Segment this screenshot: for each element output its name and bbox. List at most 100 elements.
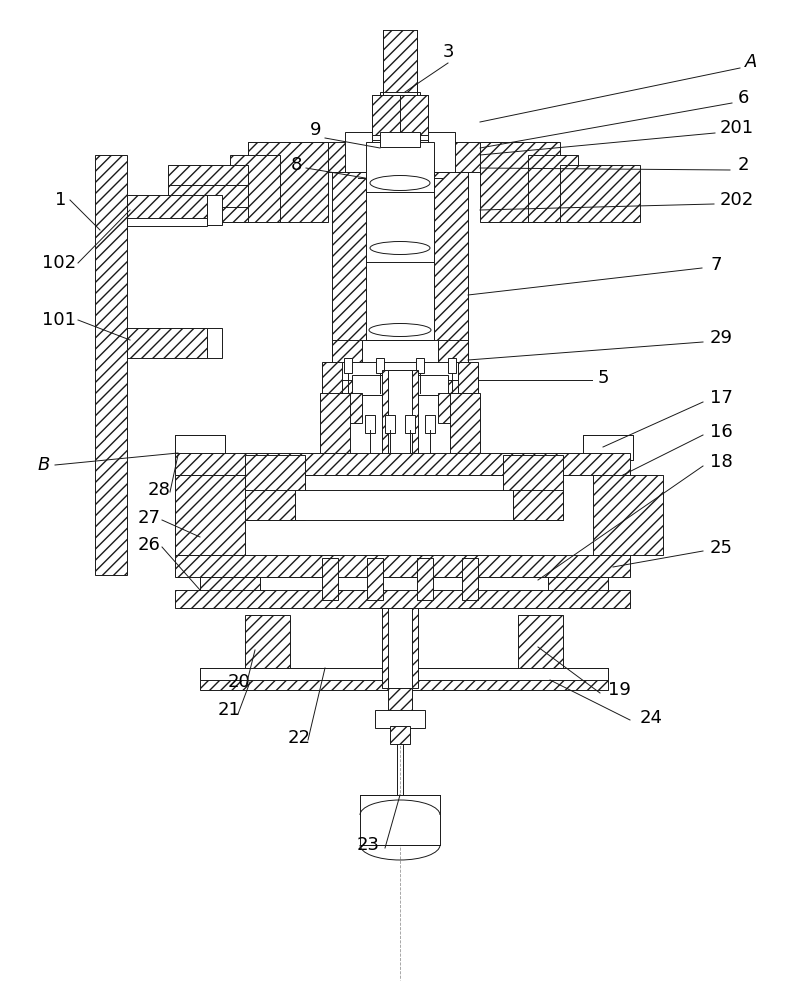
Bar (200, 668, 608, 690)
Bar (260, 577, 548, 602)
Bar (342, 362, 458, 380)
Bar (127, 218, 207, 226)
Text: 8: 8 (290, 156, 302, 174)
Text: 7: 7 (710, 256, 722, 274)
Text: 22: 22 (288, 729, 311, 747)
Text: 5: 5 (598, 369, 610, 387)
Bar (175, 475, 630, 575)
Bar (376, 358, 384, 373)
Bar (207, 195, 222, 225)
Bar (528, 155, 578, 222)
Bar (207, 328, 222, 358)
Bar (168, 185, 248, 207)
Bar (200, 577, 260, 602)
Text: 28: 28 (148, 481, 171, 499)
Bar (332, 340, 362, 395)
Ellipse shape (370, 176, 430, 190)
Bar (175, 475, 245, 555)
Ellipse shape (369, 324, 431, 336)
Text: 202: 202 (720, 191, 754, 209)
Bar (345, 132, 455, 172)
Bar (175, 453, 630, 475)
Ellipse shape (370, 241, 430, 254)
Text: 27: 27 (138, 509, 161, 527)
Bar (245, 490, 295, 520)
Text: 20: 20 (228, 673, 250, 691)
Text: 9: 9 (310, 121, 322, 139)
Bar (462, 558, 478, 600)
Bar (322, 558, 338, 600)
Bar (382, 370, 418, 500)
Bar (425, 415, 435, 433)
Bar (127, 195, 207, 225)
Bar (416, 358, 424, 373)
Text: 24: 24 (640, 709, 663, 727)
Bar (438, 393, 452, 423)
Bar (448, 358, 456, 373)
Bar (400, 95, 428, 135)
Bar (295, 490, 513, 520)
Bar (175, 555, 630, 577)
Text: 102: 102 (42, 254, 76, 272)
Bar (450, 393, 480, 453)
Bar (365, 415, 375, 433)
Bar (168, 190, 248, 202)
Text: B: B (38, 456, 50, 474)
Bar (390, 726, 410, 744)
Bar (388, 688, 412, 713)
Bar (366, 142, 434, 372)
Bar (548, 577, 608, 602)
Bar (230, 155, 280, 222)
Bar (560, 165, 640, 222)
Text: 17: 17 (710, 389, 733, 407)
Bar (360, 795, 440, 845)
Bar (332, 172, 366, 372)
Bar (503, 455, 563, 520)
Bar (175, 590, 630, 608)
Bar (405, 415, 415, 433)
Bar (352, 375, 448, 395)
Bar (458, 362, 478, 394)
Bar (127, 328, 207, 358)
Bar (518, 615, 563, 680)
Bar (417, 558, 433, 600)
Bar (175, 435, 225, 460)
Text: 16: 16 (710, 423, 733, 441)
Bar (593, 475, 663, 555)
Text: 18: 18 (710, 453, 733, 471)
Bar (372, 95, 400, 135)
Bar (380, 132, 420, 147)
Text: 21: 21 (218, 701, 241, 719)
Bar (245, 455, 305, 520)
Bar (95, 155, 127, 575)
Text: 101: 101 (42, 311, 76, 329)
Bar (383, 30, 417, 95)
Text: 2: 2 (738, 156, 750, 174)
Text: 23: 23 (357, 836, 379, 854)
Bar (320, 393, 350, 453)
Bar (200, 668, 608, 680)
Bar (480, 142, 560, 222)
Bar (362, 340, 438, 395)
Bar (385, 415, 395, 433)
Bar (344, 358, 352, 373)
Text: 1: 1 (55, 191, 66, 209)
Bar (245, 615, 290, 680)
Bar (375, 710, 425, 728)
Text: 19: 19 (608, 681, 631, 699)
Bar (382, 608, 418, 688)
Bar (388, 370, 412, 500)
Bar (513, 490, 563, 520)
Bar (372, 140, 428, 152)
Bar (168, 165, 248, 222)
Bar (388, 608, 412, 688)
Bar (434, 172, 468, 372)
Text: 26: 26 (138, 536, 161, 554)
Text: 29: 29 (710, 329, 733, 347)
Bar (348, 393, 362, 423)
Bar (248, 142, 328, 222)
Text: 201: 201 (720, 119, 754, 137)
Text: 25: 25 (710, 539, 733, 557)
Bar (322, 362, 342, 394)
Bar (438, 340, 468, 395)
